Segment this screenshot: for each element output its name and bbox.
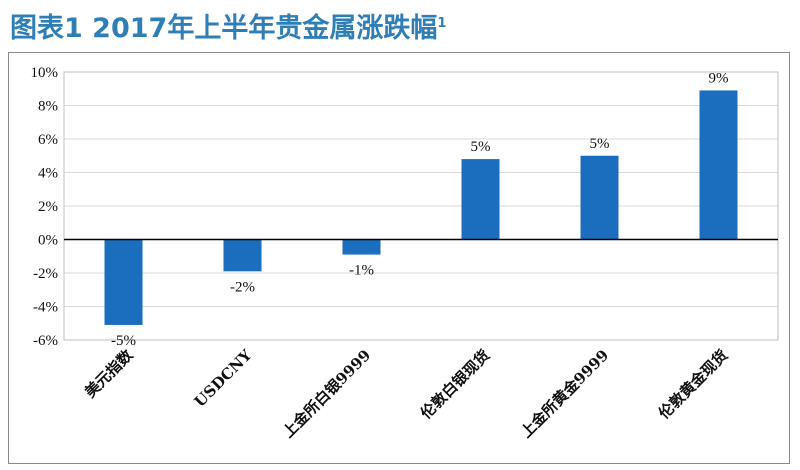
y-tick-label: 10%: [31, 65, 59, 81]
category-labels: 美元指数 USDCNY 上金所白银9999 伦敦白银现货 上金所黄金9999 伦敦黄金现货: [81, 345, 731, 441]
y-tick-label: -4%: [33, 300, 58, 316]
chart-title-text: 图表1 2017年上半年贵金属涨跌幅: [10, 13, 438, 44]
category-label: 上金所黄金9999: [517, 346, 612, 441]
y-tick-label: 6%: [38, 132, 58, 148]
data-label: 5%: [471, 139, 491, 155]
category-label: 上金所白银9999: [279, 346, 374, 441]
bar: [342, 239, 381, 255]
category-label: 伦敦白银现货: [417, 346, 493, 422]
chart-title-footnote: 1: [437, 16, 447, 31]
y-tick-label: 4%: [38, 166, 58, 182]
category-label: 美元指数: [81, 345, 137, 401]
bar: [580, 155, 619, 240]
bar: [223, 239, 262, 272]
data-label: 5%: [590, 136, 610, 152]
y-tick-label: 2%: [38, 199, 58, 215]
data-label: -1%: [349, 263, 374, 279]
plot-area-border: [63, 71, 779, 341]
y-tick-label: 0%: [38, 233, 58, 249]
bar: [699, 90, 738, 240]
bars: [104, 90, 738, 325]
bar: [461, 159, 500, 240]
data-label: 9%: [709, 70, 729, 86]
y-tick-label: 8%: [38, 99, 58, 115]
bar: [104, 239, 143, 325]
gridlines: [63, 71, 779, 341]
category-label: USDCNY: [191, 346, 256, 411]
y-tick-label: -6%: [33, 333, 58, 349]
category-label: 伦敦黄金现货: [655, 346, 731, 422]
y-tick-label: -2%: [33, 266, 58, 282]
data-labels: -5% -2% -1% 5% 5% 9%: [111, 70, 729, 349]
data-label: -2%: [230, 279, 255, 295]
data-label: -5%: [111, 333, 136, 349]
y-axis-ticks: 10% 8% 6% 4% 2% 0% -2% -4% -6%: [31, 65, 59, 349]
chart-title: 图表1 2017年上半年贵金属涨跌幅1: [10, 6, 446, 45]
